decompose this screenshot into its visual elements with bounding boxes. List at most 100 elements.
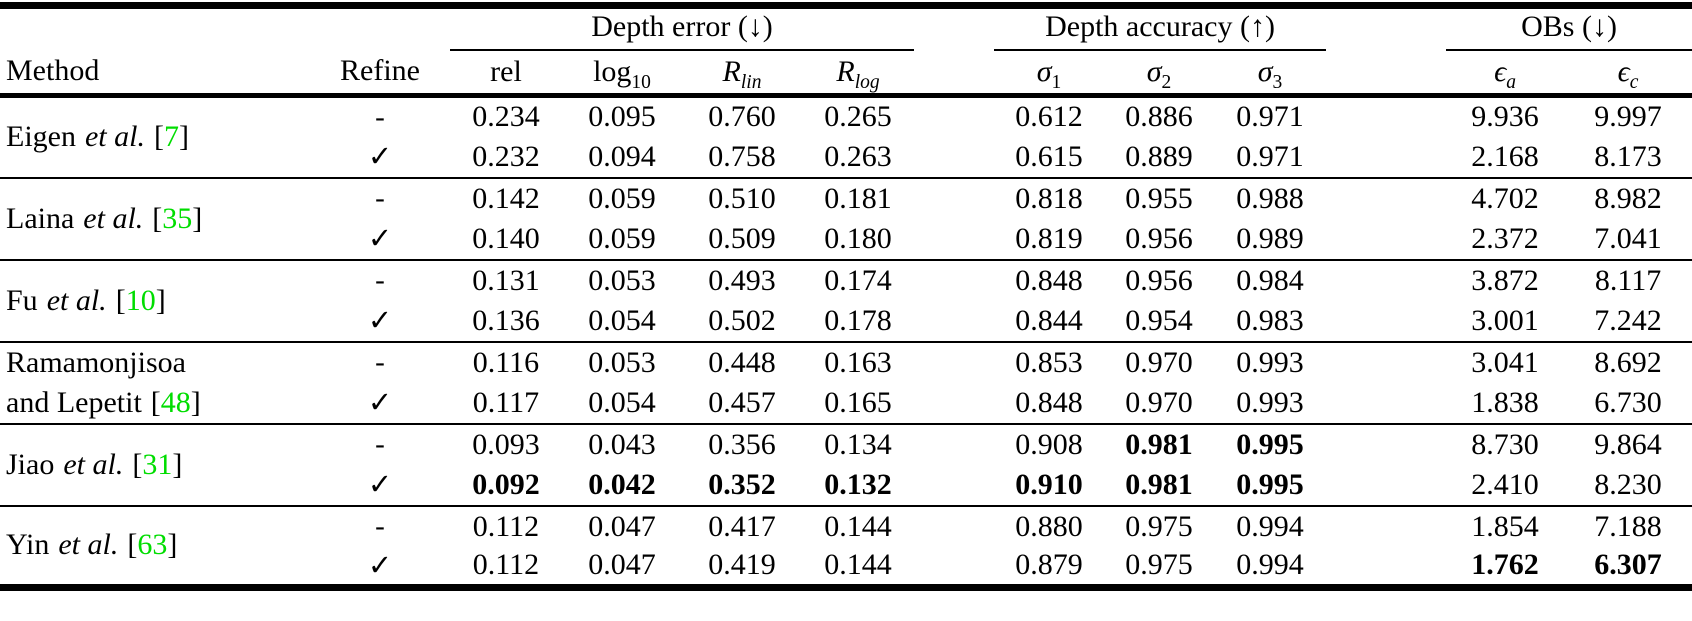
- value-cell: 0.112: [472, 509, 540, 543]
- refine-cell: -: [375, 264, 385, 296]
- cite-bracket-left: [: [153, 120, 164, 154]
- refine-cell: ✓: [367, 223, 393, 255]
- value-cell: 1.854: [1471, 509, 1539, 543]
- method-name-text: Jiao: [6, 447, 55, 481]
- value-cell: 0.174: [824, 263, 892, 297]
- value-cell: 0.612: [1015, 100, 1083, 134]
- value-cell: 0.995: [1236, 427, 1304, 461]
- method-name-line: Eigen et al. [7]: [6, 117, 310, 157]
- method-group-1: Laina et al. [35] - 0.142 0.059 0.510 0.181 0.81…: [0, 177, 1692, 260]
- citation-number[interactable]: 10: [125, 283, 156, 317]
- col-gap: [914, 506, 994, 547]
- value-cell: 1.762: [1471, 548, 1539, 582]
- metric-symbol: σ: [1036, 54, 1052, 88]
- value-cell: 0.886: [1125, 100, 1193, 134]
- citation-number[interactable]: 31: [142, 447, 173, 481]
- col-gap: [914, 383, 994, 424]
- value-cell: 0.132: [824, 467, 892, 501]
- col-header-sigma1: σ1: [994, 50, 1104, 96]
- etal-label: et al.: [63, 447, 124, 481]
- data-row: ✓ 0.117 0.054 0.457 0.165 0.848 0.970 0.993 1.83…: [0, 383, 1692, 424]
- value-cell: 0.163: [824, 345, 892, 379]
- method-name: Fu et al. [10]: [0, 260, 310, 342]
- value-cell: 0.975: [1125, 509, 1193, 543]
- value-cell: 0.981: [1125, 427, 1193, 461]
- value-cell: 0.448: [708, 345, 776, 379]
- data-row: Eigen et al. [7] - 0.234 0.095 0.760 0.265 0.612…: [0, 96, 1692, 153]
- citation-number[interactable]: 48: [160, 385, 191, 419]
- group-header-2: OBs (↓): [1446, 5, 1692, 51]
- value-cell: 0.819: [1015, 221, 1083, 255]
- value-cell: 0.265: [824, 100, 892, 134]
- col-gap: [1326, 301, 1446, 342]
- col-gap: [1326, 137, 1446, 178]
- col-gap: [914, 260, 994, 301]
- data-row: ✓ 0.232 0.094 0.758 0.263 0.615 0.889 0.971 2.16…: [0, 137, 1692, 178]
- col-gap: [1326, 465, 1446, 506]
- value-cell: 0.140: [472, 221, 540, 255]
- etal-label: et al.: [46, 283, 107, 317]
- value-cell: 9.997: [1594, 100, 1662, 134]
- data-row: ✓ 0.092 0.042 0.352 0.132 0.910 0.981 0.995 2.41…: [0, 465, 1692, 506]
- value-cell: 0.116: [472, 345, 540, 379]
- table-head: Depth error (↓) Depth accuracy (↑) OBs (↓)…: [0, 5, 1692, 96]
- col-gap: [1326, 260, 1446, 301]
- refine-cell: -: [375, 428, 385, 460]
- value-cell: 0.993: [1236, 345, 1304, 379]
- value-cell: 0.879: [1015, 548, 1083, 582]
- col-gap: [914, 301, 994, 342]
- value-cell: 0.988: [1236, 181, 1304, 215]
- results-table: Depth error (↓) Depth accuracy (↑) OBs (↓)…: [0, 2, 1692, 591]
- value-cell: 0.848: [1015, 385, 1083, 419]
- refine-cell: -: [375, 100, 385, 133]
- value-cell: 0.059: [588, 181, 656, 215]
- method-name-line: and Lepetit [48]: [6, 383, 310, 423]
- col-gap: [914, 424, 994, 465]
- col-gap: [914, 465, 994, 506]
- value-cell: 0.956: [1125, 263, 1193, 297]
- method-name-line: Ramamonjisoa: [6, 343, 310, 383]
- value-cell: 0.144: [824, 509, 892, 543]
- method-group-3: Ramamonjisoa and Lepetit [48] - 0.116 0.053 0.…: [0, 341, 1692, 424]
- value-cell: 2.372: [1471, 221, 1539, 255]
- col-gap: [1326, 219, 1446, 260]
- value-cell: 3.001: [1471, 303, 1539, 337]
- method-name: Eigen et al. [7]: [0, 96, 310, 178]
- value-cell: 0.760: [708, 100, 776, 134]
- col-header-sigma3: σ3: [1214, 50, 1326, 96]
- refine-cell: ✓: [367, 549, 393, 582]
- metric-symbol: log: [593, 54, 632, 88]
- value-cell: 0.417: [708, 509, 776, 543]
- col-gap: [914, 50, 994, 96]
- cite-bracket-left: [: [132, 447, 143, 481]
- value-cell: 0.502: [708, 303, 776, 337]
- method-name-line: Jiao et al. [31]: [6, 445, 310, 485]
- data-row: Fu et al. [10] - 0.131 0.053 0.493 0.174 0.848 0.…: [0, 260, 1692, 317]
- col-gap: [1326, 547, 1446, 588]
- col-gap: [914, 342, 994, 383]
- refine-cell: -: [375, 182, 385, 214]
- value-cell: 0.983: [1236, 303, 1304, 337]
- citation-number[interactable]: 35: [162, 201, 193, 235]
- data-row: Jiao et al. [31] - 0.093 0.043 0.356 0.134 0.908…: [0, 424, 1692, 481]
- etal-label: et al.: [83, 201, 144, 235]
- data-row: ✓ 0.112 0.047 0.419 0.144 0.879 0.975 0.994 1.76…: [0, 547, 1692, 588]
- value-cell: 0.510: [708, 181, 776, 215]
- col-gap: [1326, 424, 1446, 465]
- metric-subscript: 10: [631, 71, 651, 93]
- data-row: Ramamonjisoa and Lepetit [48] - 0.116 0.053 0.…: [0, 342, 1692, 419]
- etal-label: et al.: [84, 120, 145, 154]
- metric-symbol: R: [722, 54, 741, 88]
- value-cell: 7.242: [1594, 303, 1662, 337]
- citation-number[interactable]: 63: [137, 528, 168, 562]
- data-row: Yin et al. [63] - 0.112 0.047 0.417 0.144 0.880 0…: [0, 506, 1692, 562]
- citation-number[interactable]: 7: [163, 120, 179, 154]
- cite-bracket-left: [: [152, 201, 163, 235]
- group-header-row: Depth error (↓) Depth accuracy (↑) OBs (↓): [0, 5, 1692, 51]
- cite-bracket-left: [: [127, 528, 138, 562]
- col-header-rel: rel: [450, 50, 562, 96]
- value-cell: 0.131: [472, 263, 540, 297]
- data-row: ✓ 0.136 0.054 0.502 0.178 0.844 0.954 0.983 3.00…: [0, 301, 1692, 342]
- value-cell: 0.093: [472, 427, 540, 461]
- value-cell: 0.844: [1015, 303, 1083, 337]
